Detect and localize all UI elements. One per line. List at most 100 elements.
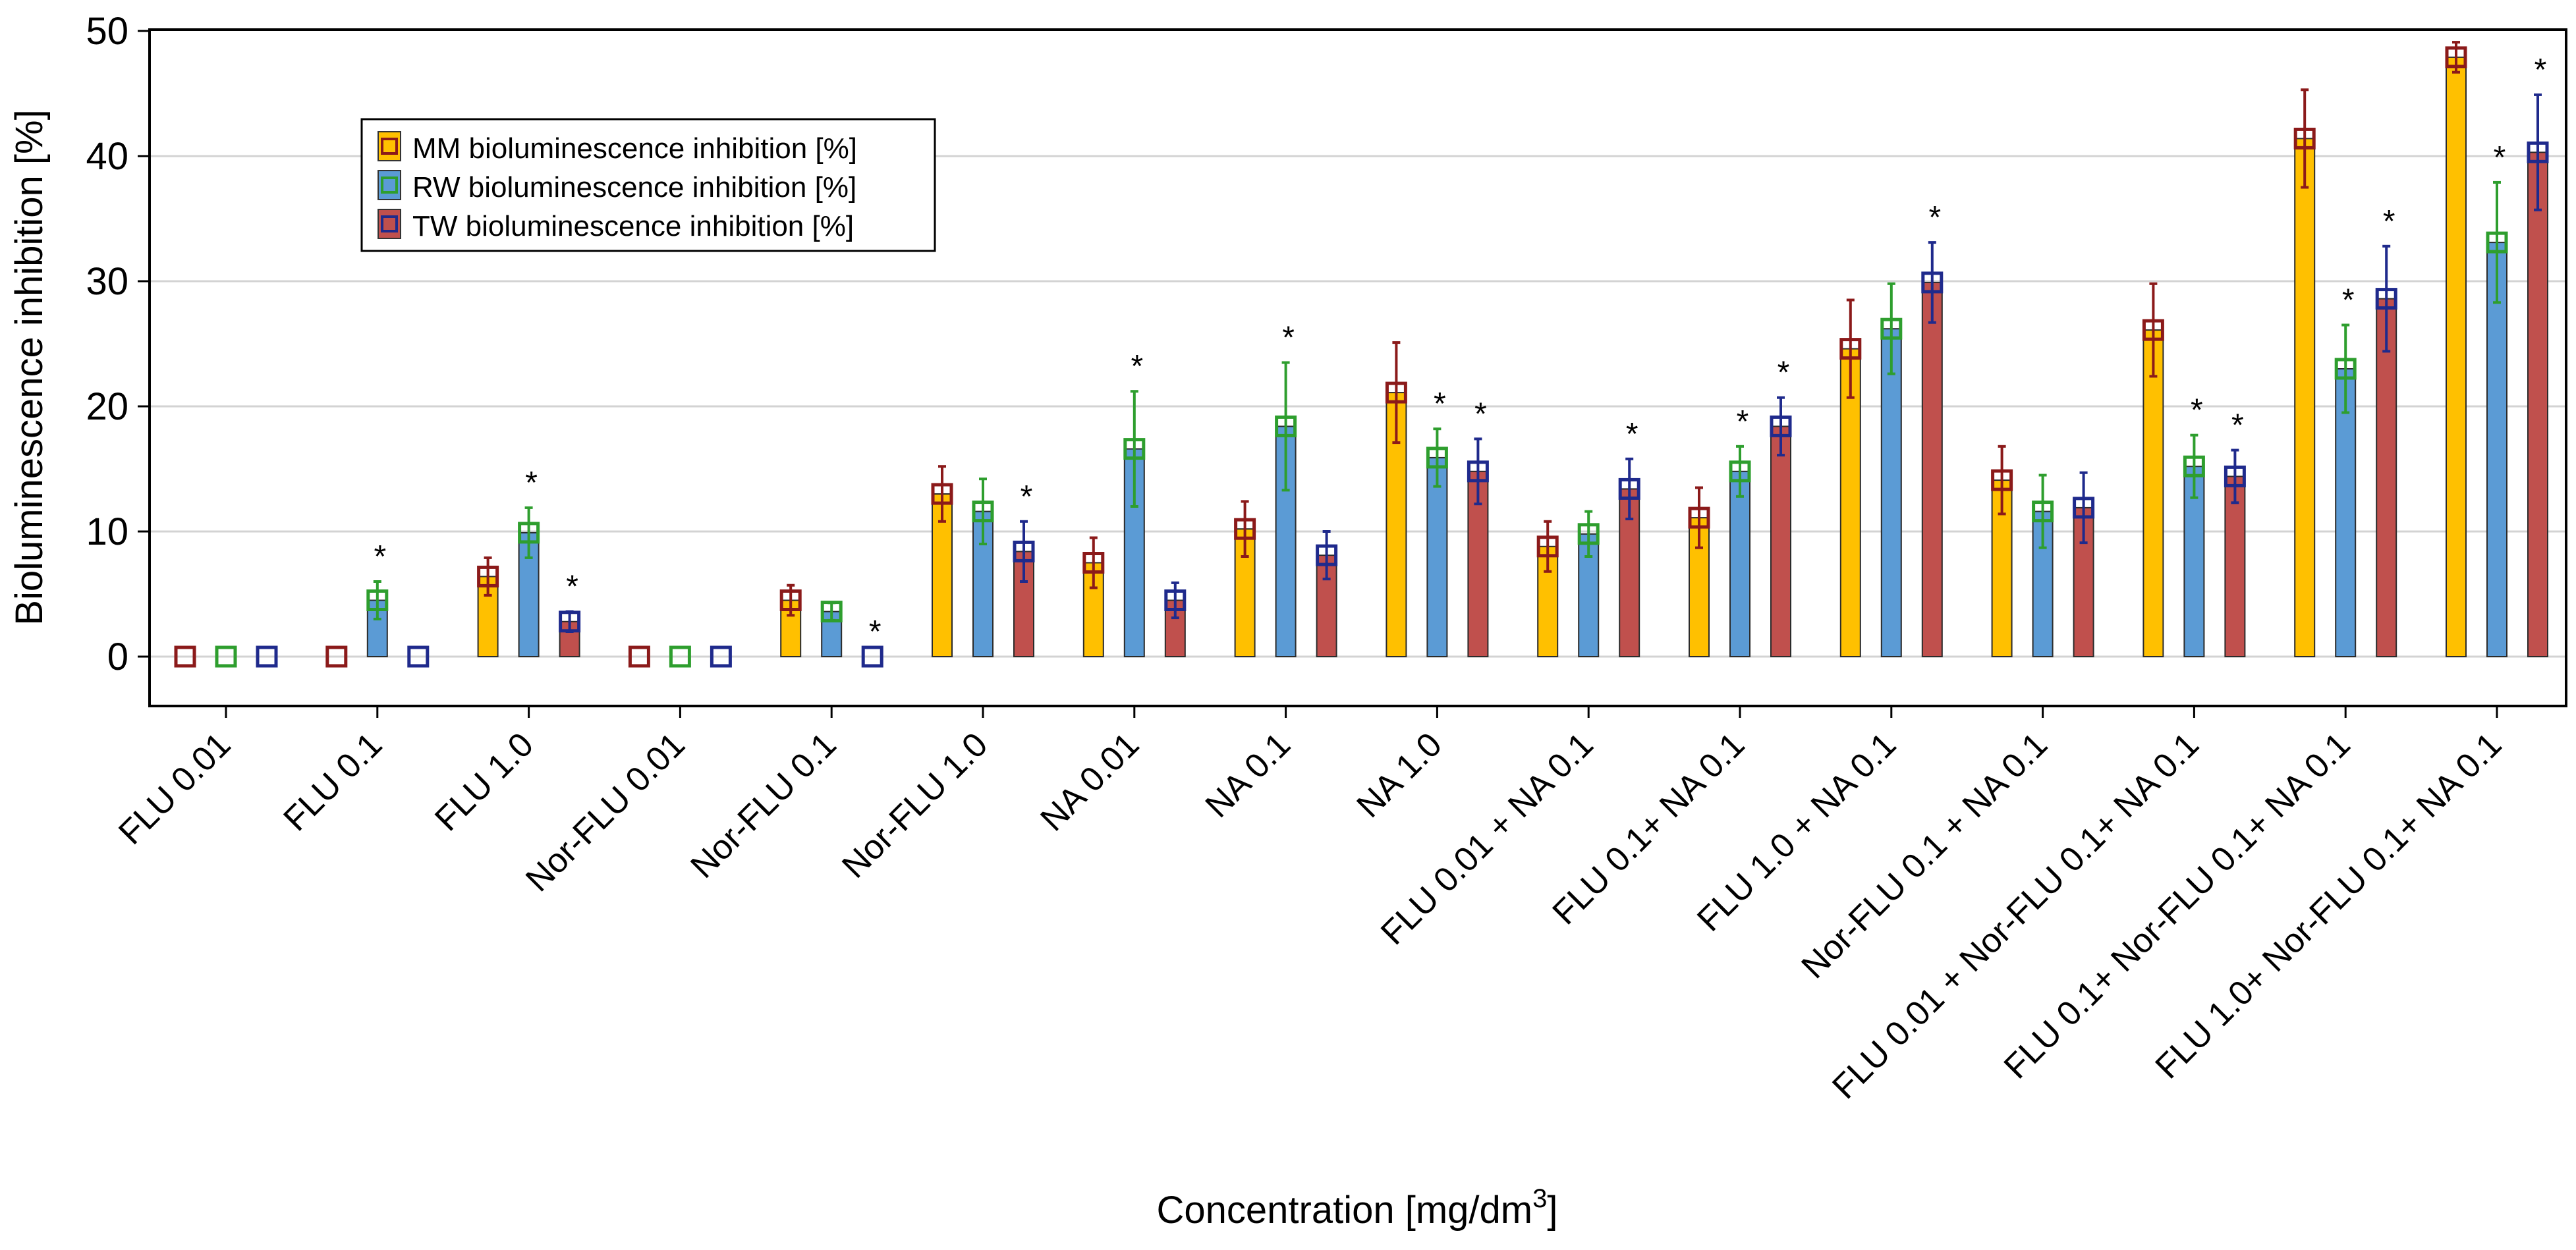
x-tick-label: Nor-FLU 0.1 — [683, 725, 843, 885]
x-tick-label: Nor-FLU 0.01 — [518, 725, 692, 899]
significance-star: * — [1282, 321, 1295, 356]
mean-marker — [820, 601, 843, 623]
significance-star: * — [1626, 417, 1638, 452]
mean-marker — [2073, 497, 2095, 519]
mean-marker — [2032, 501, 2054, 523]
significance-star: * — [1474, 396, 1487, 431]
bar — [1729, 470, 1750, 657]
mean-marker — [215, 645, 237, 668]
bar — [2294, 138, 2316, 657]
mean-marker — [1316, 544, 1338, 566]
mean-marker — [1577, 523, 1600, 545]
x-tick-label: NA 1.0 — [1349, 725, 1449, 825]
y-tick-label: 0 — [107, 636, 128, 678]
significance-star: * — [1928, 200, 1941, 235]
mean-marker — [1123, 438, 1146, 460]
mean-marker — [1618, 477, 1640, 500]
y-tick-label: 40 — [86, 135, 128, 178]
significance-star: * — [1737, 404, 1749, 439]
bar — [2032, 510, 2054, 657]
mean-marker — [1082, 552, 1105, 574]
mean-marker — [1164, 589, 1187, 611]
bar — [1880, 328, 1902, 657]
mean-marker — [2142, 319, 2164, 341]
mean-marker — [1467, 460, 1489, 483]
legend-marker-rw — [381, 177, 398, 194]
bar — [2142, 329, 2164, 657]
x-tick-label: Nor-FLU 1.0 — [835, 725, 995, 885]
bar — [2224, 476, 2246, 658]
legend: MM bioluminescence inhibition [%] RW bio… — [360, 118, 936, 252]
x-axis-title-close: ] — [1547, 1189, 1557, 1232]
mean-marker — [710, 645, 732, 668]
significance-star: * — [2231, 408, 2244, 443]
bar — [1013, 551, 1034, 658]
mean-marker — [779, 589, 802, 611]
significance-star: * — [2383, 204, 2395, 239]
legend-marker-mm — [381, 138, 398, 155]
significance-star: * — [2494, 140, 2506, 175]
legend-label-rw: RW bioluminescence inhibition [%] — [412, 171, 856, 204]
mean-marker — [1536, 535, 1559, 558]
y-tick-label: 20 — [86, 385, 128, 428]
x-axis-title: Concentration [mg/dm3] — [1157, 1184, 1558, 1232]
significance-star: * — [1434, 387, 1446, 421]
legend-label-mm: MM bioluminescence inhibition [%] — [412, 132, 857, 165]
mean-marker — [2486, 231, 2508, 254]
bar — [1770, 425, 1791, 658]
y-axis-title: Bioluminescence inhibition [%] — [8, 109, 51, 625]
mean-marker — [861, 645, 883, 668]
significance-star: * — [2191, 393, 2203, 428]
mean-marker — [2293, 127, 2316, 149]
significance-star: * — [2342, 283, 2355, 318]
mean-marker — [931, 483, 953, 505]
mean-marker — [366, 589, 389, 611]
x-tick-label: NA 0.1 — [1198, 725, 1298, 825]
legend-marker-tw — [381, 215, 398, 232]
mean-marker — [325, 645, 348, 668]
x-tick-label: Nor-FLU 0.1 + NA 0.1 — [1794, 725, 2055, 986]
significance-star: * — [525, 466, 538, 501]
mean-marker — [2183, 455, 2205, 477]
mean-marker — [407, 645, 430, 668]
x-axis-title-main: Concentration [mg/dm — [1157, 1189, 1533, 1232]
mean-marker — [669, 645, 691, 668]
mean-marker — [1688, 506, 1710, 529]
x-tick-label: FLU 0.1 — [276, 725, 389, 838]
significance-star: * — [566, 570, 578, 605]
mean-marker — [256, 645, 278, 668]
significance-star: * — [1021, 479, 1033, 514]
mean-marker — [1729, 460, 1751, 483]
y-tick-label: 10 — [86, 510, 128, 553]
bar — [1921, 281, 1943, 657]
mean-marker — [477, 565, 499, 587]
legend-label-tw: TW bioluminescence inhibition [%] — [412, 210, 854, 242]
significance-star: * — [869, 614, 882, 649]
bars: * * * * * * * * * * * * * * * * * * * — [174, 41, 2549, 668]
bar — [2376, 298, 2397, 658]
mean-marker — [1839, 338, 1862, 360]
bar — [972, 510, 994, 657]
x-axis-title-superscript: 3 — [1532, 1184, 1547, 1213]
y-tick-label: 30 — [86, 260, 128, 303]
mean-marker — [1880, 317, 1903, 340]
x-tick-label: FLU 0.01 — [111, 725, 238, 852]
bar — [1839, 348, 1861, 657]
mean-marker — [1385, 381, 1407, 404]
bar — [2527, 151, 2548, 658]
plot-frame — [148, 28, 2567, 707]
significance-star: * — [374, 539, 386, 574]
bar — [2486, 242, 2507, 658]
legend-box — [360, 118, 936, 252]
mean-marker — [174, 645, 196, 668]
mean-marker — [518, 522, 540, 544]
mean-marker — [1013, 540, 1035, 562]
mean-marker — [559, 611, 581, 633]
mean-marker — [2224, 465, 2246, 487]
y-tick-label: 50 — [86, 10, 128, 53]
mean-marker — [2445, 46, 2467, 68]
significance-star: * — [1778, 356, 1790, 391]
x-tick-label: FLU 1.0 — [428, 725, 541, 838]
